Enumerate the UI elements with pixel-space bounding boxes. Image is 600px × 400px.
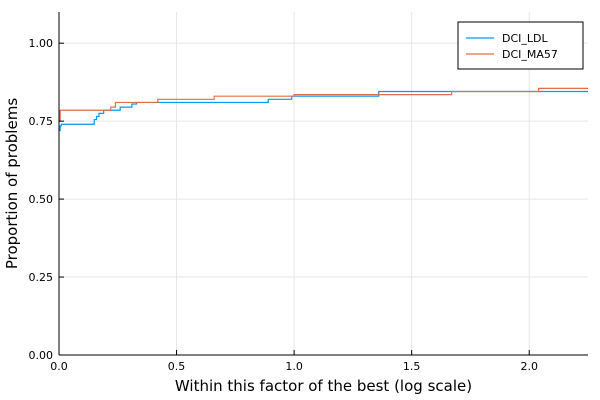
y-tick-label: 0.75 xyxy=(29,115,54,128)
legend-label: DCI_LDL xyxy=(502,32,548,45)
axes xyxy=(58,12,588,356)
y-tick-label: 0.00 xyxy=(29,349,54,362)
series-dci-ldl xyxy=(59,90,588,132)
y-gridlines xyxy=(59,42,588,356)
series-line xyxy=(59,90,588,132)
legend-label: DCI_MA57 xyxy=(502,48,558,61)
x-axis-title: Within this factor of the best (log scal… xyxy=(175,377,472,395)
x-ticks: 0.0 0.5 1.0 1.5 2.0 xyxy=(50,350,538,373)
legend-box xyxy=(457,21,584,70)
y-axis-title: Proportion of problems xyxy=(3,98,21,269)
series-dci-ma57 xyxy=(59,87,588,122)
series-layer xyxy=(59,87,588,132)
y-ticks: 0.00 0.25 0.50 0.75 1.00 xyxy=(29,37,64,362)
x-tick-label: 2.0 xyxy=(520,360,538,373)
x-tick-label: 1.5 xyxy=(403,360,421,373)
legend: DCI_LDL DCI_MA57 xyxy=(457,21,584,70)
x-tick-label: 0.0 xyxy=(50,360,68,373)
y-tick-label: 0.50 xyxy=(29,193,54,206)
y-tick-label: 0.25 xyxy=(29,271,54,284)
y-tick-label: 1.00 xyxy=(29,37,54,50)
x-tick-label: 0.5 xyxy=(168,360,186,373)
x-tick-label: 1.0 xyxy=(285,360,303,373)
series-line xyxy=(59,87,588,122)
